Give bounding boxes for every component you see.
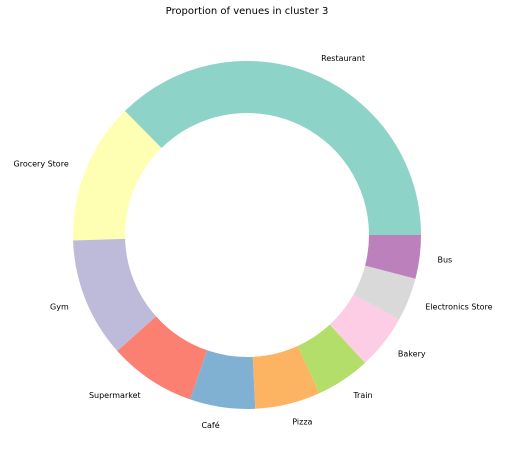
labels-group: Restaurant Grocery Store Gym Supermarket Caf… [14,54,493,430]
slice-label-train: Train [352,391,372,400]
slice-electronics-store [353,265,416,320]
slice-label-cafe: Café [201,420,219,430]
slice-supermarket [117,316,208,400]
slice-label-bakery: Bakery [398,350,426,359]
slices-group [73,60,421,409]
chart-title: Proportion of venues in cluster 3 [166,6,329,17]
slice-label-pizza: Pizza [292,418,312,427]
slice-bus [365,235,421,279]
slice-label-electronics-store: Electronics Store [425,302,492,311]
slice-cafe [190,350,256,409]
slice-label-restaurant: Restaurant [321,54,365,63]
slice-restaurant [124,60,421,235]
slice-gym [73,238,157,352]
slice-grocery-store [73,110,162,241]
slice-bakery [329,294,400,363]
slice-train [297,324,366,394]
slice-label-supermarket: Supermarket [89,391,141,400]
slice-pizza [252,345,320,409]
slice-label-gym: Gym [50,302,69,311]
slice-label-bus: Bus [437,255,452,264]
slice-label-grocery-store: Grocery Store [14,160,69,169]
